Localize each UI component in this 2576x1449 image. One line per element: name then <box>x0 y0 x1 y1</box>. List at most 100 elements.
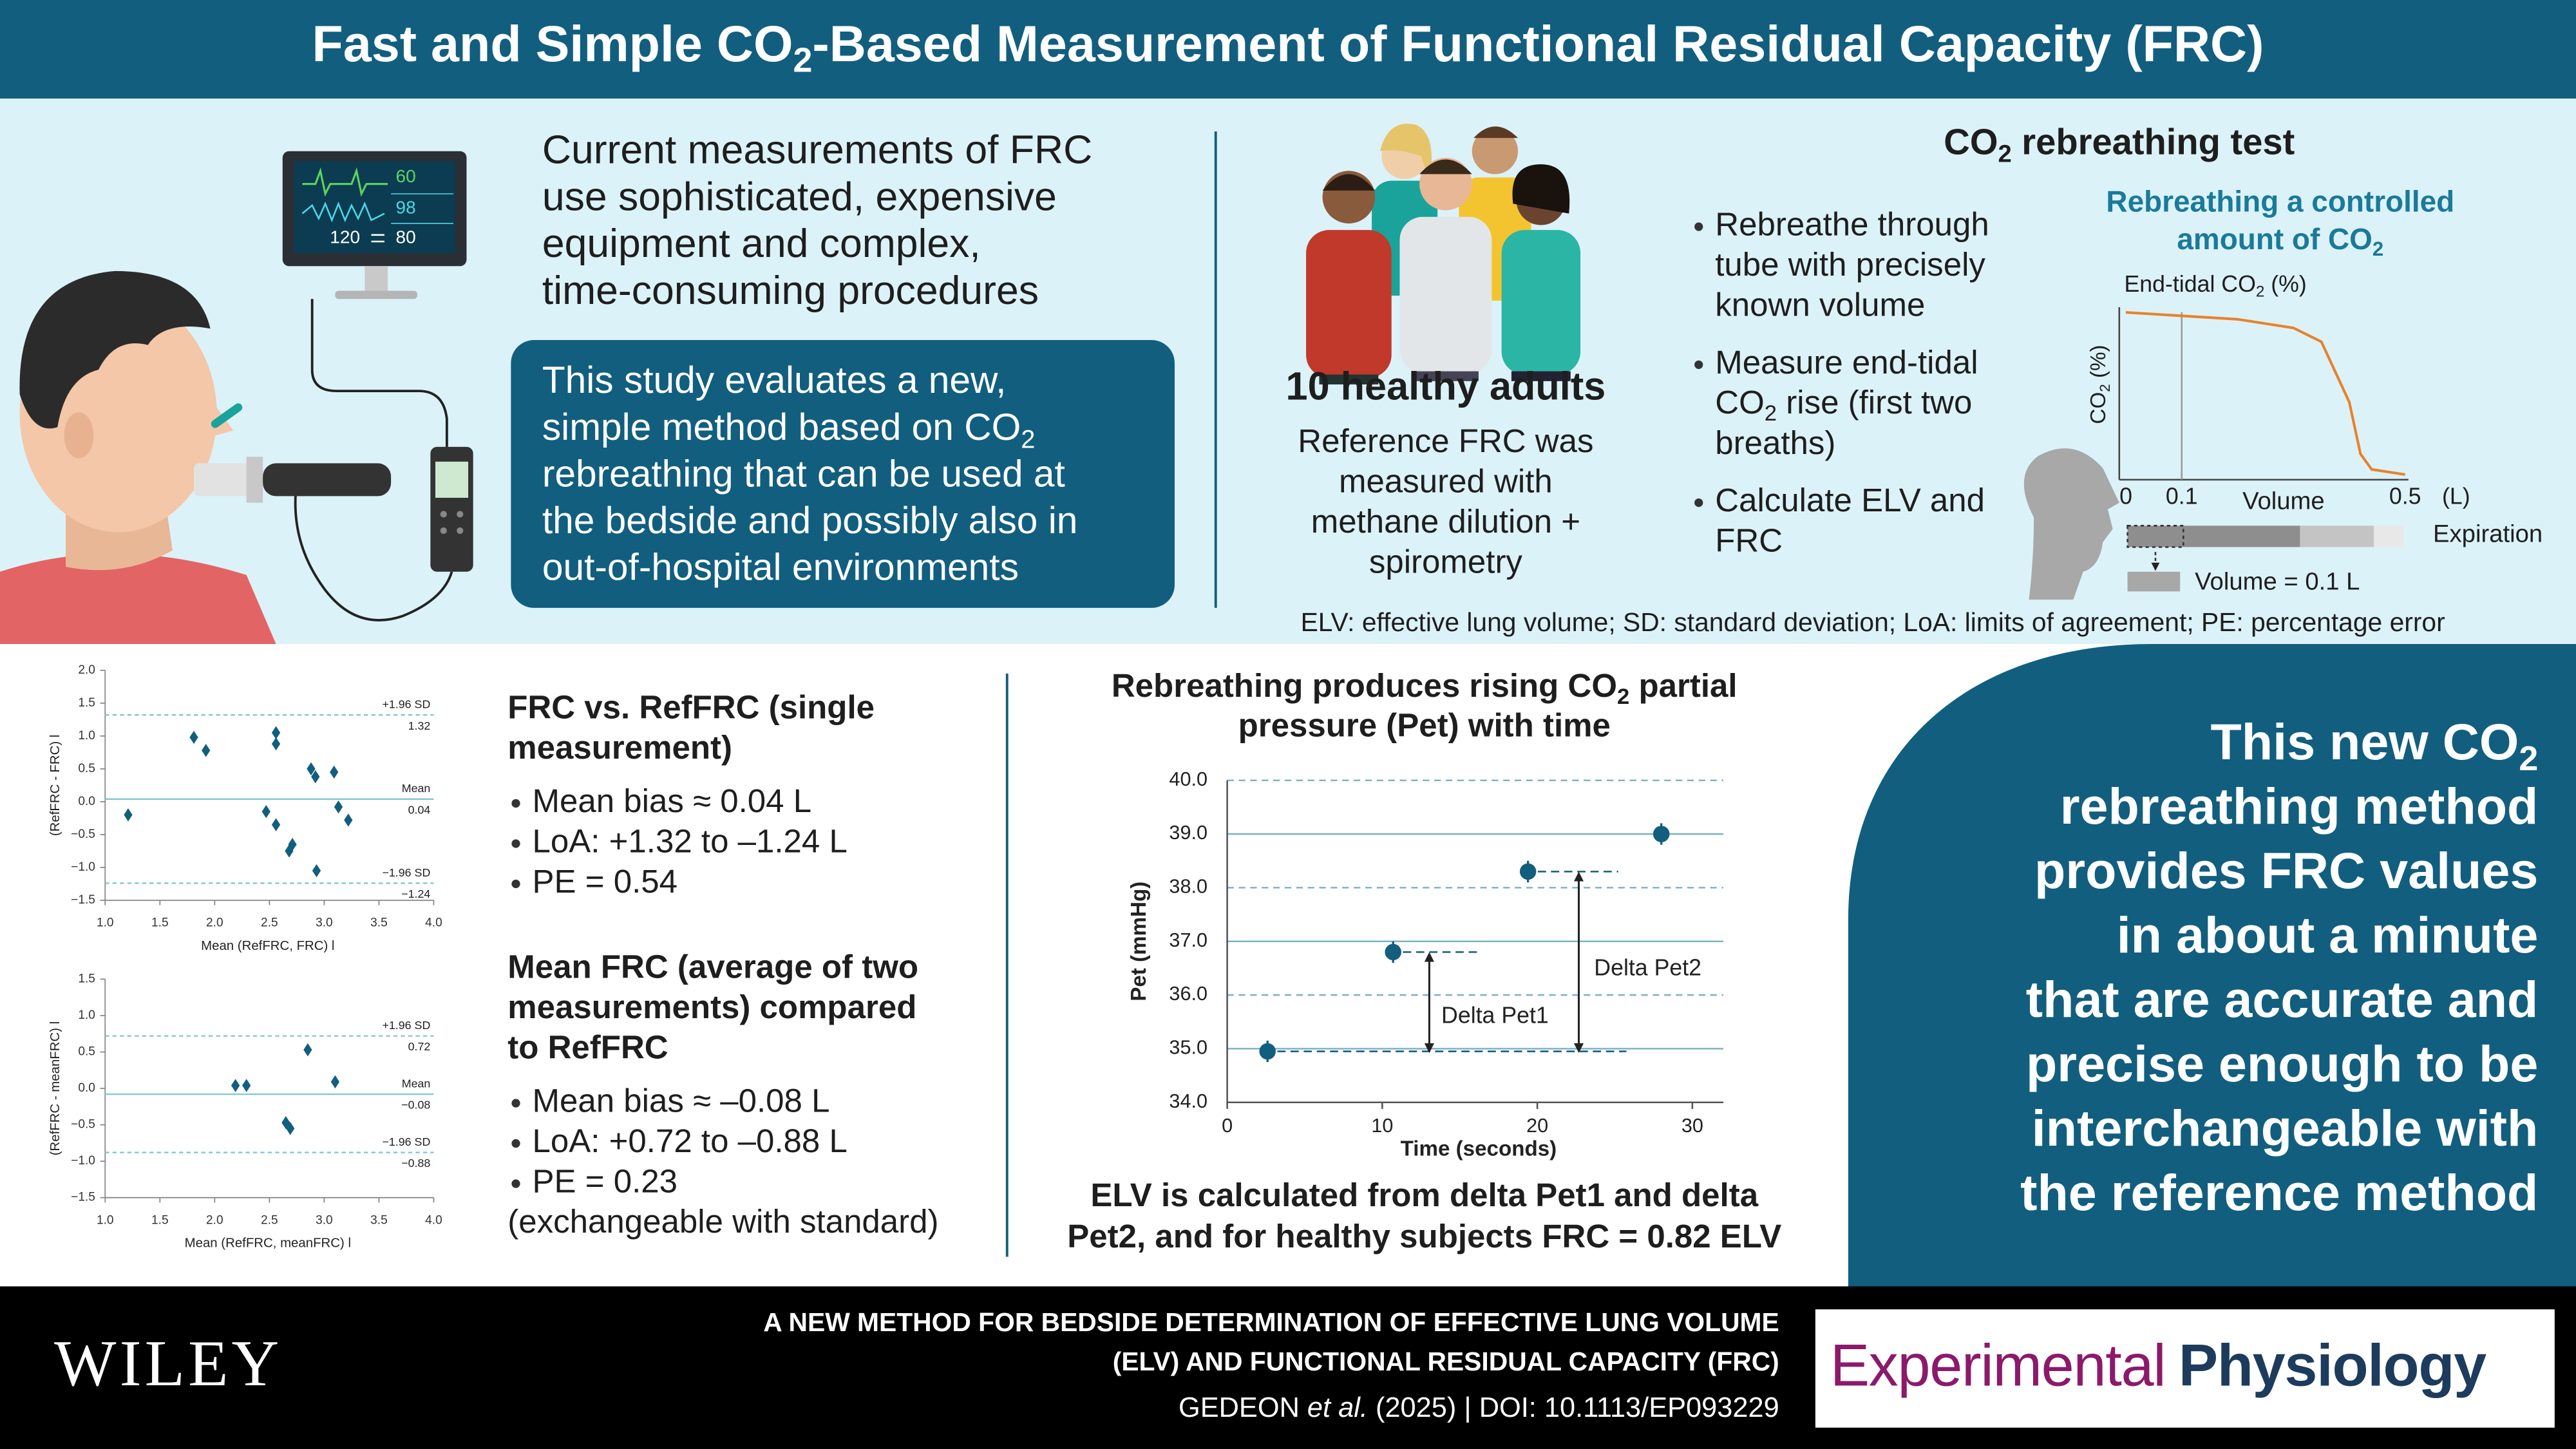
text-part: simple method based on CO <box>542 406 1021 448</box>
y-axis-label: CO2 (%) <box>2087 345 2113 424</box>
summary-title: Mean FRC (average of two <box>507 949 918 985</box>
text-part: 2 <box>1998 140 2011 167</box>
journal-box <box>1815 1309 2555 1428</box>
intro-text: use sophisticated, expensive <box>542 174 1057 219</box>
study-text: simple method based on CO2 <box>542 406 1036 454</box>
x-tick-label: 1.0 <box>97 916 114 930</box>
y-tick-label: 1.5 <box>78 696 95 710</box>
bullet-text: FRC <box>1715 522 1783 559</box>
participants-text: Reference FRC was <box>1298 422 1593 459</box>
conclusion-text: that are accurate and <box>2026 971 2538 1028</box>
summary-title: measurement) <box>507 729 732 766</box>
y-tick-label: 0.5 <box>78 762 95 775</box>
summary-title: to RefFRC <box>507 1029 668 1066</box>
article-title: A NEW METHOD FOR BEDSIDE DETERMINATION O… <box>763 1307 1779 1337</box>
x-tick-label: 10 <box>1371 1115 1393 1137</box>
x-axis-label: Volume <box>2242 488 2325 515</box>
y-tick-label: 1.0 <box>78 729 95 743</box>
reference-value: −0.08 <box>401 1099 430 1112</box>
conclusion-text: provides FRC values <box>2034 842 2538 899</box>
text-part: End-tidal CO <box>2124 271 2255 297</box>
bullet <box>511 839 520 848</box>
chart-title: Rebreathing produces rising CO2 partial <box>1112 667 1738 709</box>
x-tick-label: 4.0 <box>425 916 442 930</box>
text-part: (%) <box>2264 271 2306 297</box>
bullet-text: known volume <box>1715 287 1925 323</box>
summary-bullet: Mean bias ≈ –0.08 L <box>533 1082 830 1119</box>
data-point <box>271 818 281 831</box>
section-title: CO2 rebreathing test <box>1944 121 2295 167</box>
publisher-logo: WILEY <box>54 1327 282 1400</box>
reference-label: +1.96 SD <box>382 1019 430 1032</box>
data-point <box>288 838 297 851</box>
y-tick-label: 1.5 <box>78 972 95 985</box>
y-tick-label: 38.0 <box>1169 875 1208 897</box>
text-part: 2 <box>2256 283 2265 301</box>
text-part: amount of CO <box>2177 222 2372 256</box>
data-point <box>189 730 198 744</box>
x-tick-label: 2.0 <box>206 916 223 930</box>
reference-label: +1.96 SD <box>382 698 430 711</box>
bullet <box>1694 222 1703 231</box>
reference-label: −1.96 SD <box>382 1135 430 1148</box>
reference-value: 0.04 <box>408 803 431 816</box>
conclusion-text: precise enough to be <box>2026 1035 2538 1092</box>
y-tick-label: 0.0 <box>78 795 95 808</box>
y-tick-label: −1.5 <box>71 1191 95 1204</box>
x-tick-label: 1.0 <box>97 1213 114 1227</box>
study-text: rebreathing that can be used at <box>542 453 1065 495</box>
text-part: 2 <box>1617 685 1629 709</box>
delta-label: Delta Pet1 <box>1441 1003 1549 1028</box>
y-tick-label: 1.0 <box>78 1009 95 1022</box>
participants-text: spirometry <box>1369 544 1523 580</box>
y-tick-label: −1.5 <box>71 893 95 907</box>
article-title: (ELV) AND FUNCTIONAL RESIDUAL CAPACITY (… <box>1113 1347 1779 1376</box>
y-tick-label: 39.0 <box>1169 822 1208 844</box>
data-point <box>271 726 281 739</box>
text-part: et al. <box>1307 1392 1368 1423</box>
x-tick-label: 3.0 <box>316 1213 333 1227</box>
data-point <box>202 744 211 757</box>
summary-bullet: Mean bias ≈ 0.04 L <box>533 782 812 819</box>
data-point <box>312 864 321 878</box>
summary-bullet: PE = 0.54 <box>533 863 677 900</box>
curve-line <box>2125 311 2406 476</box>
y-tick-label: −0.5 <box>71 828 95 841</box>
x-tick-label: 3.5 <box>370 916 388 930</box>
reference-label: Mean <box>402 782 431 795</box>
x-tick-label: 2.5 <box>261 1213 278 1227</box>
conclusion-text: rebreathing method <box>2060 777 2539 835</box>
expiration-label: Expiration <box>2433 520 2543 548</box>
data-point <box>330 1075 340 1089</box>
bullet-text: tube with precisely <box>1715 246 1985 283</box>
conclusion-text: the reference method <box>2020 1164 2538 1221</box>
data-point <box>261 805 270 819</box>
text-part: partial <box>1629 667 1737 704</box>
chart-caption: Pet2, and for healthy subjects FRC = 0.8… <box>1067 1218 1781 1255</box>
data-point <box>344 813 353 827</box>
conclusion-text: This new CO2 <box>2210 713 2538 778</box>
data-point <box>1259 1043 1276 1060</box>
data-point <box>242 1079 251 1092</box>
x-axis-label: Time (seconds) <box>1401 1137 1557 1160</box>
text-part: 2 <box>2372 238 2383 260</box>
data-point <box>303 1043 312 1057</box>
y-tick-label: 34.0 <box>1169 1090 1208 1112</box>
y-tick-label: −1.0 <box>71 1154 95 1168</box>
data-point <box>330 765 339 779</box>
y-tick-label: 40.0 <box>1169 768 1208 790</box>
intro-text: time-consuming procedures <box>542 268 1039 313</box>
x-tick-label: 3.0 <box>316 916 333 930</box>
curve-title: amount of CO2 <box>2177 222 2383 260</box>
participants-text: measured with <box>1339 463 1553 500</box>
text-part: (2025) | DOI: 10.1113/EP093229 <box>1368 1392 1779 1423</box>
page-title: Fast and Simple CO2-Based Measurement of… <box>312 15 2264 80</box>
reference-label: −1.96 SD <box>382 866 430 879</box>
bullet-text: breaths) <box>1715 424 1835 461</box>
x-tick-label: 4.0 <box>425 1213 442 1227</box>
curve-title: Rebreathing a controlled <box>2106 184 2454 218</box>
text-part: CO <box>2087 392 2110 424</box>
y-axis-label: (RefFRC - FRC) l <box>48 735 62 836</box>
y-axis-label: (RefFRC - meanFRC) l <box>48 1021 62 1155</box>
patient-illustration <box>0 151 473 644</box>
